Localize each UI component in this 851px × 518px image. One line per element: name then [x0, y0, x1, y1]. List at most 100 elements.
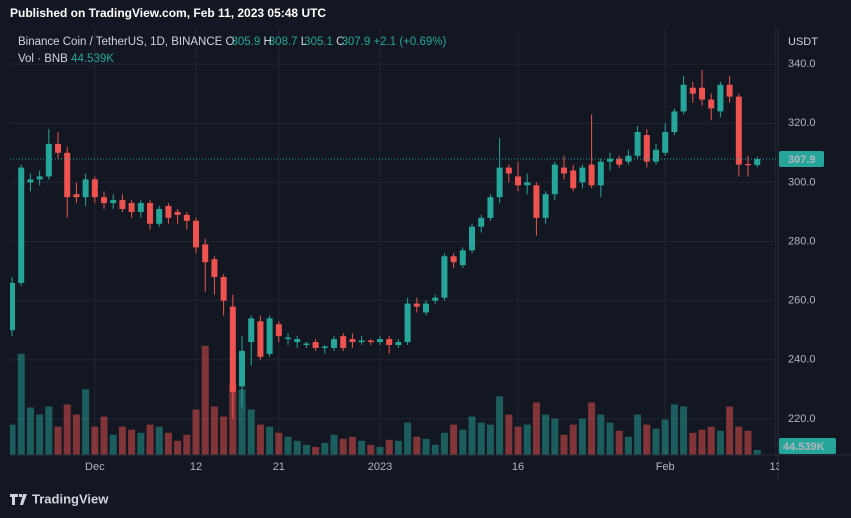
candle-body [561, 167, 568, 174]
x-tick-label: 12 [190, 461, 202, 473]
candle-body [101, 197, 108, 204]
candle-body [662, 132, 669, 153]
volume-bar [376, 446, 384, 455]
volume-bar [744, 430, 752, 455]
volume-title: Vol · BNB [18, 53, 68, 65]
volume-bar [183, 434, 191, 455]
volume-bar [468, 416, 476, 455]
axes: 220.0 240.0 260.0 280.0 300.0 320.0 340.0 Dec 12… [85, 58, 851, 480]
candle-body [386, 339, 393, 345]
volume-bar [440, 432, 448, 455]
y-tick-label: 320.0 [788, 117, 816, 129]
candle-body [239, 350, 246, 387]
candle-body [579, 167, 586, 183]
volume-bar [137, 432, 145, 455]
volume-bar [514, 426, 522, 455]
candle-body [404, 303, 411, 343]
volume-bar [358, 440, 366, 455]
candle-body [634, 132, 641, 156]
volume-bar [726, 406, 734, 455]
candle-body [174, 211, 181, 215]
volume-bar [118, 426, 126, 455]
candle-body [735, 96, 742, 165]
ohlc-label: O [226, 36, 235, 48]
candle-body [533, 185, 540, 218]
candle-body [367, 340, 374, 343]
volume-bar [238, 389, 246, 455]
volume-bar [505, 414, 513, 455]
volume-bar [45, 406, 53, 455]
volume-bar [155, 426, 163, 455]
candle-body [55, 143, 62, 153]
volume-bar [634, 414, 642, 455]
candle-body [64, 152, 71, 198]
volume-bar [10, 424, 16, 455]
volume-bar [670, 404, 678, 455]
candle-body [73, 194, 80, 198]
candle-body [220, 276, 227, 301]
volume-bar [459, 429, 467, 455]
volume-bar [339, 438, 347, 455]
candle-body [441, 256, 448, 298]
candle-body [680, 84, 687, 112]
candle-body [570, 170, 577, 189]
candle-body [294, 339, 301, 343]
candle-body [377, 339, 384, 343]
candle-body [183, 214, 190, 221]
volume-bar [266, 426, 274, 455]
candle-body [10, 282, 16, 331]
volume-bar [532, 402, 540, 455]
volume-bar [348, 436, 356, 455]
candle-body [487, 197, 494, 218]
y-tick-label: 340.0 [788, 58, 816, 70]
candle-body [551, 164, 558, 195]
volume-bar [164, 432, 172, 455]
candle-body [607, 158, 614, 162]
volume-bar [385, 439, 393, 455]
volume-bar [735, 426, 743, 455]
volume-legend: Vol · BNB 44.539K [18, 53, 114, 65]
volume-bar [54, 426, 62, 455]
x-tick-label: 13 [769, 461, 781, 473]
volume-bar [707, 426, 715, 455]
x-tick-label: Feb [656, 461, 675, 473]
volume-bar [36, 414, 44, 455]
candle-body [643, 135, 650, 162]
candle-body [515, 176, 522, 186]
candle-body [137, 203, 144, 212]
grid [10, 28, 778, 455]
volume-bar [413, 436, 421, 455]
candle-body [358, 340, 365, 343]
volume-bar [753, 449, 761, 455]
axis-unit: USDT [788, 36, 818, 48]
x-tick-label: 16 [512, 461, 524, 473]
volume-bar [551, 418, 559, 455]
candle-body [340, 336, 347, 348]
candle-body [321, 346, 328, 348]
candle-body [303, 343, 310, 345]
volume-bar [652, 428, 660, 455]
volume-bar [72, 414, 80, 455]
axis-cover [779, 456, 851, 480]
y-tick-label: 220.0 [788, 413, 816, 425]
volume-bar [128, 429, 136, 455]
ohlc-value: 305.1 [304, 36, 333, 48]
y-tick-label: 260.0 [788, 295, 816, 307]
volume-bar [220, 416, 228, 455]
volume-bar [615, 430, 623, 455]
candle-body [395, 342, 402, 345]
candle-body [128, 203, 135, 212]
volume-bar [450, 424, 458, 455]
x-tick-label: 21 [273, 461, 285, 473]
volume-bar [661, 419, 669, 455]
candle-body [211, 259, 218, 277]
volume-bar [174, 440, 182, 455]
volume-bar [624, 436, 632, 455]
plot [10, 69, 778, 455]
candle-body [459, 250, 466, 266]
candle-body [469, 226, 476, 251]
volume-bar [192, 409, 200, 455]
volume-bar [560, 434, 568, 455]
volume-bar [542, 414, 550, 455]
